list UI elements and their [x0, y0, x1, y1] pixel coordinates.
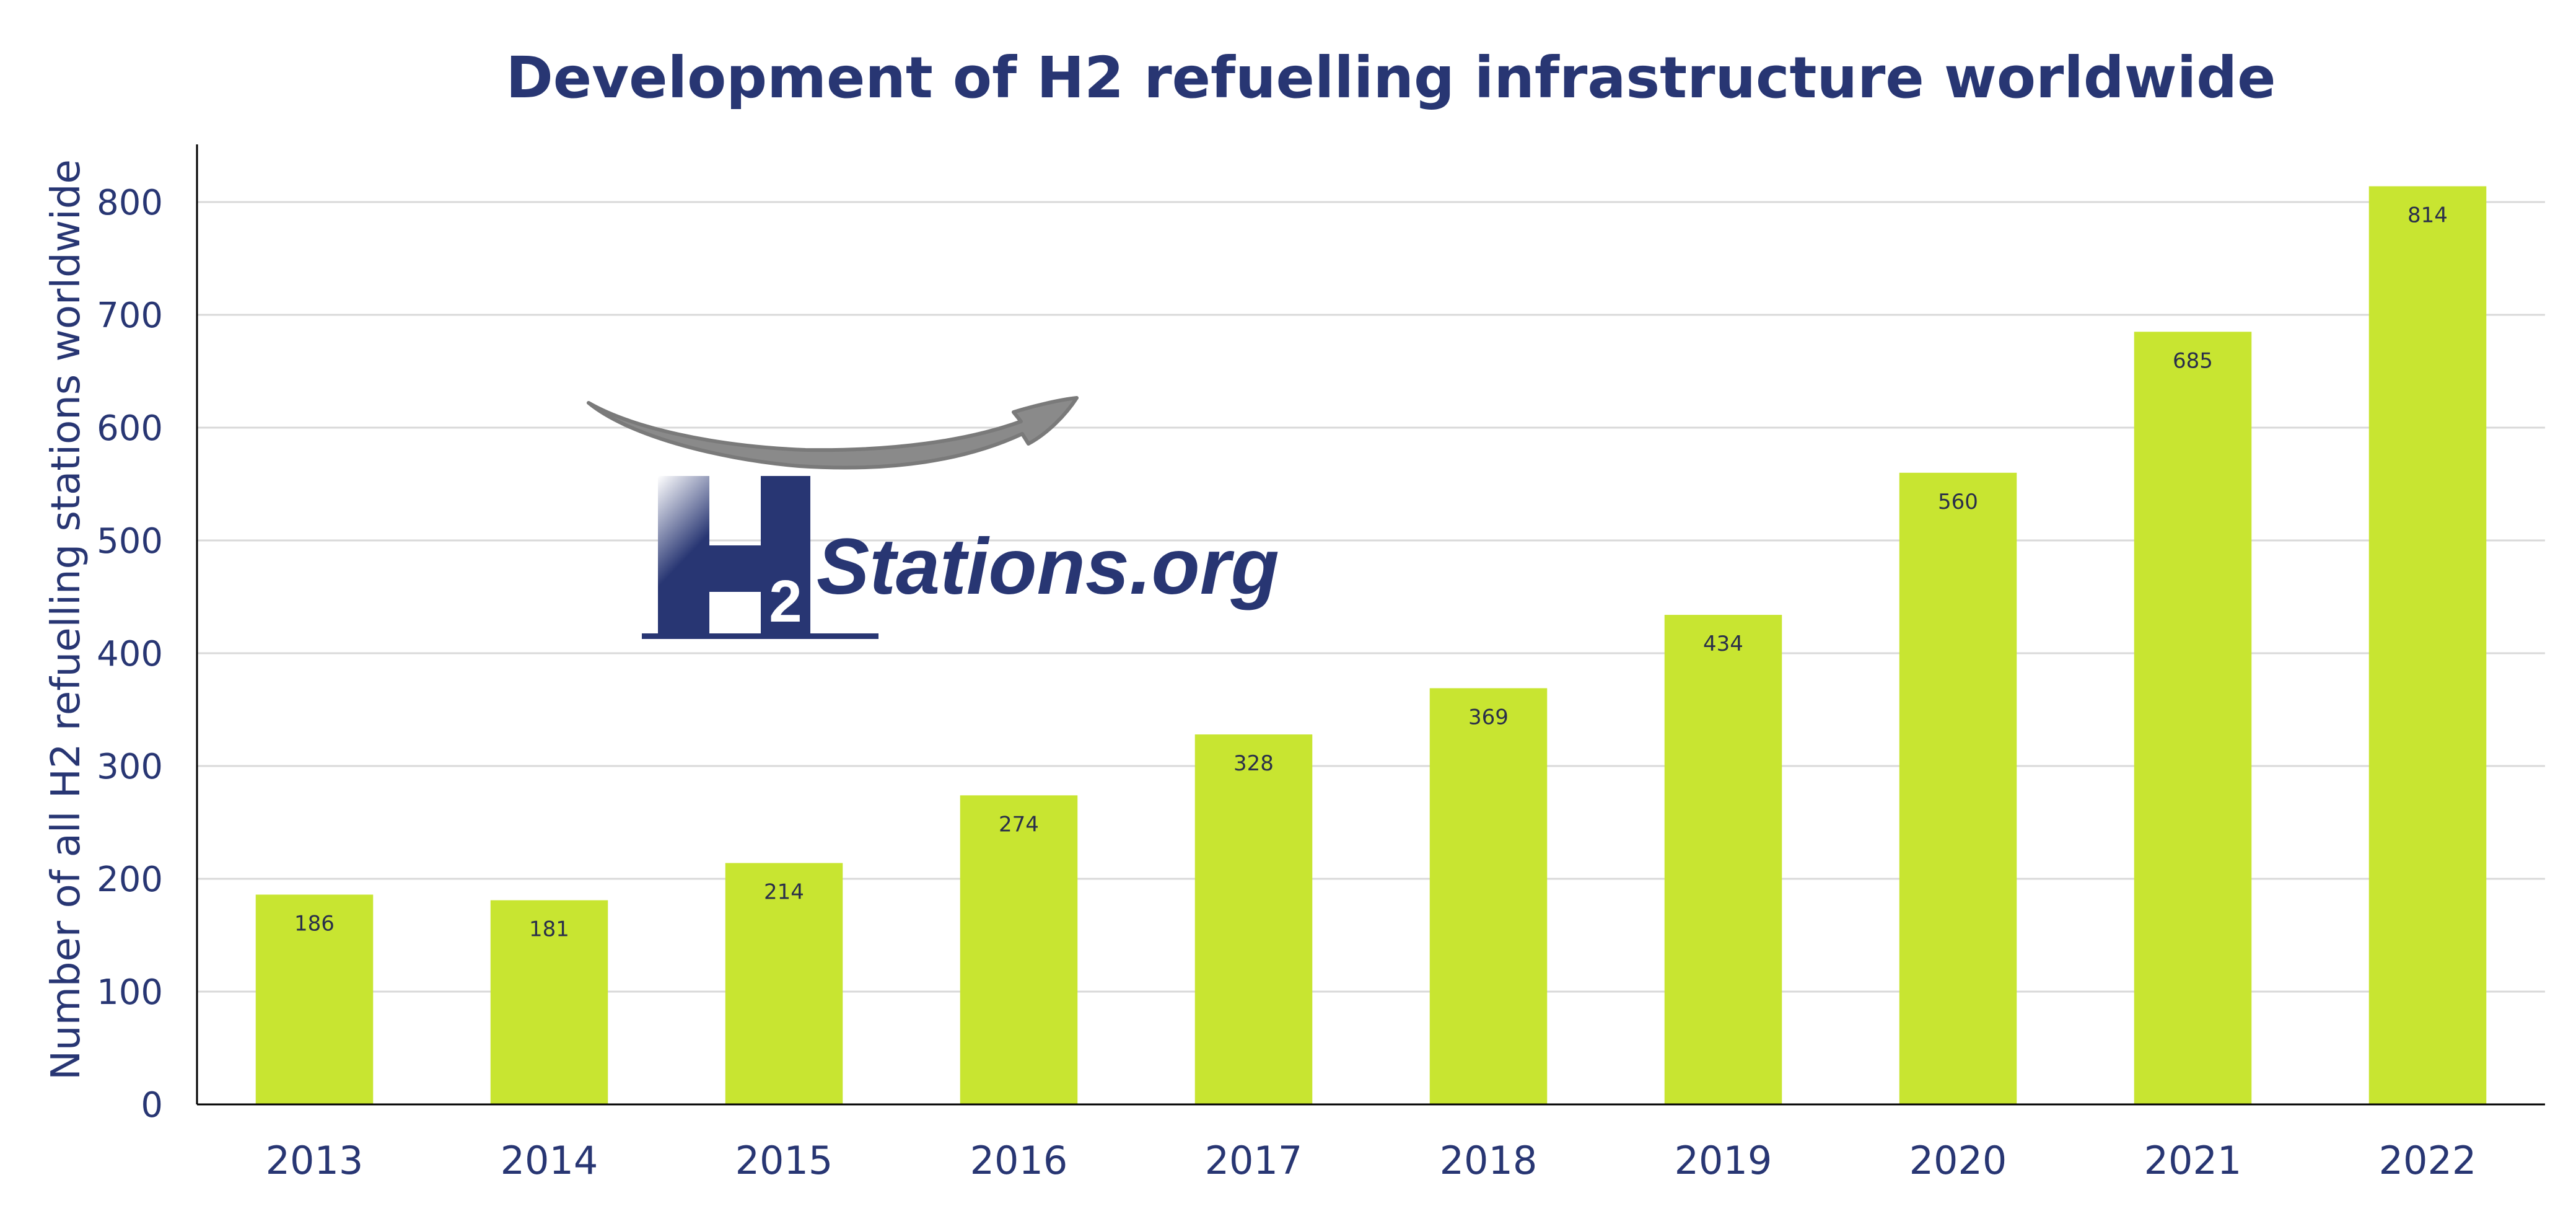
bar-2019: [1664, 615, 1782, 1104]
x-tick-label-2020: 2020: [1909, 1138, 2007, 1183]
y-tick-label: 0: [141, 1085, 163, 1125]
y-tick-label: 300: [97, 747, 163, 787]
x-tick-label-2013: 2013: [266, 1138, 364, 1183]
bar-2013: [255, 894, 374, 1104]
bar-2014: [490, 900, 608, 1104]
y-tick-label: 100: [97, 972, 163, 1013]
x-tick-label-2016: 2016: [970, 1138, 1068, 1183]
axes: [196, 144, 2545, 1106]
y-tick-labels: 0 100 200 300 400 500 600 700 800: [97, 183, 163, 1125]
logo-underline: [642, 633, 878, 639]
bars: 186 181 214 274 328 369 434 560 685 814: [255, 186, 2487, 1104]
y-tick-label: 600: [97, 408, 163, 449]
y-tick-label: 500: [97, 521, 163, 561]
data-label-2014: 181: [529, 917, 569, 942]
gridlines: [197, 201, 2545, 993]
x-tick-label-2015: 2015: [735, 1138, 833, 1183]
logo-text: Stations.org: [817, 522, 1279, 611]
x-tick-label-2019: 2019: [1675, 1138, 1772, 1183]
data-label-2022: 814: [2407, 203, 2448, 228]
x-tick-label-2017: 2017: [1205, 1138, 1303, 1183]
x-tick-label-2022: 2022: [2379, 1138, 2477, 1183]
logo-subscript: 2: [769, 568, 802, 635]
y-tick-label: 400: [97, 634, 163, 674]
bar-2018: [1429, 688, 1548, 1104]
data-label-2015: 214: [764, 880, 804, 905]
data-label-2018: 369: [1468, 705, 1509, 729]
bar-2016: [960, 795, 1078, 1104]
data-label-2013: 186: [294, 911, 335, 936]
data-label-2019: 434: [1703, 632, 1743, 656]
data-label-2016: 274: [999, 812, 1039, 837]
h2stations-logo: 2 Stations.org: [587, 396, 1279, 639]
bar-2015: [725, 863, 843, 1104]
logo-swoosh-arrow: [587, 396, 1079, 470]
logo-h-letter: [658, 476, 810, 635]
data-label-2021: 685: [2173, 348, 2213, 373]
x-tick-label-2021: 2021: [2144, 1138, 2242, 1183]
bar-2021: [2134, 332, 2252, 1104]
bar-2022: [2368, 186, 2487, 1104]
x-tick-label-2014: 2014: [501, 1138, 598, 1183]
x-tick-label-2018: 2018: [1440, 1138, 1538, 1183]
bar-2020: [1899, 472, 2017, 1104]
y-tick-label: 800: [97, 183, 163, 223]
x-tick-labels: 2013 2014 2015 2016 2017 2018 2019 2020 2021 2022: [266, 1138, 2477, 1183]
data-label-2017: 328: [1233, 751, 1274, 776]
y-axis-title: Number of all H2 refuelling stations wor…: [43, 159, 89, 1080]
chart-title: Development of H2 refuelling infrastruct…: [506, 45, 2276, 111]
data-label-2020: 560: [1938, 490, 1978, 514]
bar-2017: [1194, 734, 1313, 1104]
y-tick-label: 200: [97, 860, 163, 900]
y-tick-label: 700: [97, 296, 163, 336]
